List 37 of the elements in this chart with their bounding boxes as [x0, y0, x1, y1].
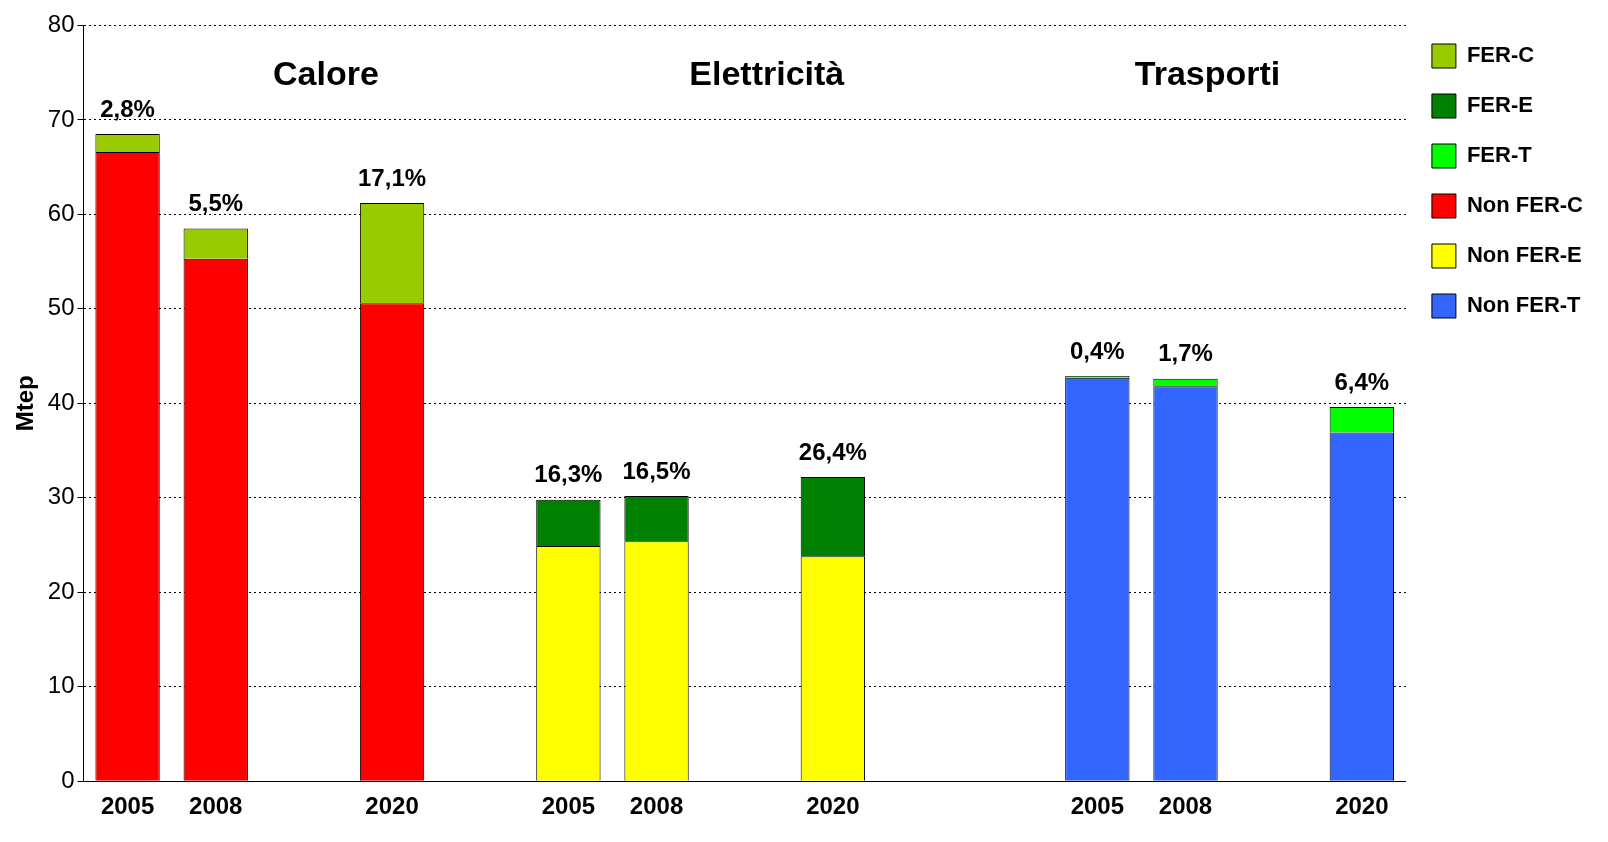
x-tick-label: 2005 [100, 792, 155, 820]
legend-label: FER-T [1466, 142, 1533, 168]
annotation: 6,4% [1334, 367, 1390, 395]
annotation: 2,8% [100, 94, 155, 122]
x-tick-label: 2005 [541, 792, 596, 820]
y-tick-label: 20 [47, 576, 75, 604]
x-tick-label: 2020 [365, 792, 419, 820]
annotation: Calore [273, 53, 379, 92]
legend-label: Non FER-T [1466, 292, 1582, 318]
annotation: Elettricità [689, 53, 845, 92]
x-tick-label: 2008 [629, 792, 684, 820]
annotation: Trasporti [1134, 53, 1281, 92]
annotation: 1,7% [1158, 339, 1213, 367]
annotation: 17,1% [358, 163, 427, 191]
x-tick-label: 2020 [1335, 792, 1389, 820]
legend-label: Non FER-E [1466, 242, 1582, 268]
y-tick-label: 0 [61, 765, 75, 793]
annotation: 26,4% [798, 437, 867, 465]
y-tick-label: 40 [47, 387, 75, 415]
x-tick-label: 2008 [1158, 792, 1213, 820]
legend-label: Non FER-C [1466, 192, 1584, 218]
annotation: 5,5% [188, 189, 244, 217]
x-tick-label: 2020 [806, 792, 860, 820]
y-tick-label: 80 [47, 10, 75, 38]
y-tick-label: 10 [47, 671, 75, 699]
y-tick-label: 30 [47, 482, 75, 510]
x-tick-label: 2005 [1070, 792, 1125, 820]
annotation: 16,5% [622, 456, 691, 484]
x-tick-label: 2008 [189, 792, 243, 820]
y-axis-title: Mtep [11, 375, 39, 432]
annotation: 0,4% [1069, 336, 1125, 364]
y-tick-label: 50 [47, 293, 75, 321]
annotation: 16,3% [534, 460, 603, 488]
y-tick-label: 70 [47, 104, 75, 132]
legend-label: FER-E [1466, 92, 1533, 118]
legend-label: FER-C [1466, 42, 1535, 68]
y-tick-label: 60 [47, 198, 75, 226]
